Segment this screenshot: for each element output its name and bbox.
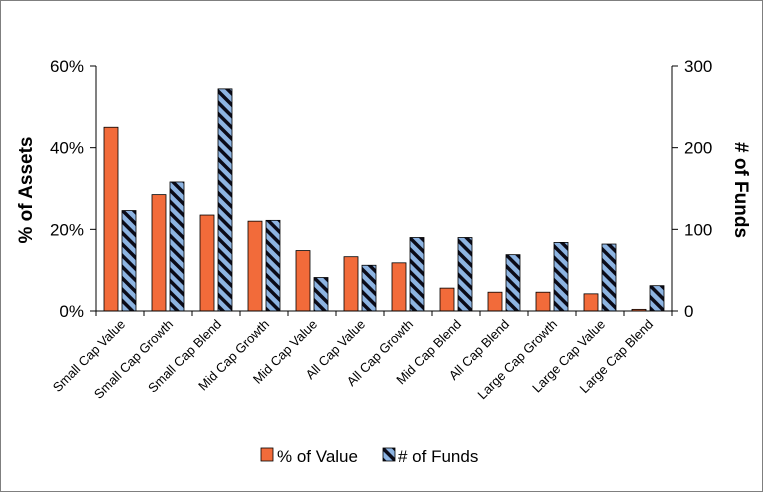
- bar-funds: [122, 211, 136, 311]
- bar-value: [152, 195, 166, 311]
- bar-funds: [314, 278, 328, 311]
- right-tick-label: 0: [684, 302, 693, 321]
- bar-value: [200, 215, 214, 311]
- right-tick-label: 100: [684, 220, 712, 239]
- bar-funds: [218, 89, 232, 311]
- legend-swatch-value: [261, 448, 273, 461]
- legend-swatch-funds: [383, 448, 395, 461]
- left-tick-label: 20%: [50, 220, 84, 239]
- left-tick-label: 60%: [50, 57, 84, 76]
- bar-funds: [410, 238, 424, 312]
- bar-funds: [458, 238, 472, 312]
- bar-value: [344, 257, 358, 311]
- bar-value: [536, 292, 550, 311]
- bar-funds: [650, 286, 664, 311]
- bar-funds: [602, 244, 616, 311]
- right-axis-ticks: 0 100 200 300: [672, 57, 712, 321]
- bar-funds: [362, 265, 376, 311]
- bar-value: [296, 251, 310, 311]
- legend-label-value: % of Value: [277, 447, 358, 466]
- left-tick-label: 40%: [50, 139, 84, 158]
- bar-value: [104, 127, 118, 311]
- bar-value: [488, 292, 502, 311]
- bar-funds: [554, 242, 568, 311]
- left-tick-label: 0%: [59, 302, 84, 321]
- category-label: Large Cap Growth: [474, 317, 560, 403]
- left-axis-ticks: 0% 20% 40% 60%: [50, 57, 96, 321]
- bar-value: [392, 263, 406, 311]
- bar-value: [440, 288, 454, 311]
- right-tick-label: 200: [684, 139, 712, 158]
- legend-label-funds: # of Funds: [398, 447, 478, 466]
- bar-funds: [266, 220, 280, 311]
- right-axis-title: # of Funds: [730, 142, 751, 238]
- right-tick-label: 300: [684, 57, 712, 76]
- legend: % of Value # of Funds: [261, 447, 478, 466]
- left-axis-title: % of Assets: [16, 137, 37, 244]
- bar-value: [584, 294, 598, 311]
- bar-funds: [506, 255, 520, 311]
- bar-value: [248, 221, 262, 311]
- bars-group: [104, 89, 664, 311]
- bar-funds: [170, 182, 184, 311]
